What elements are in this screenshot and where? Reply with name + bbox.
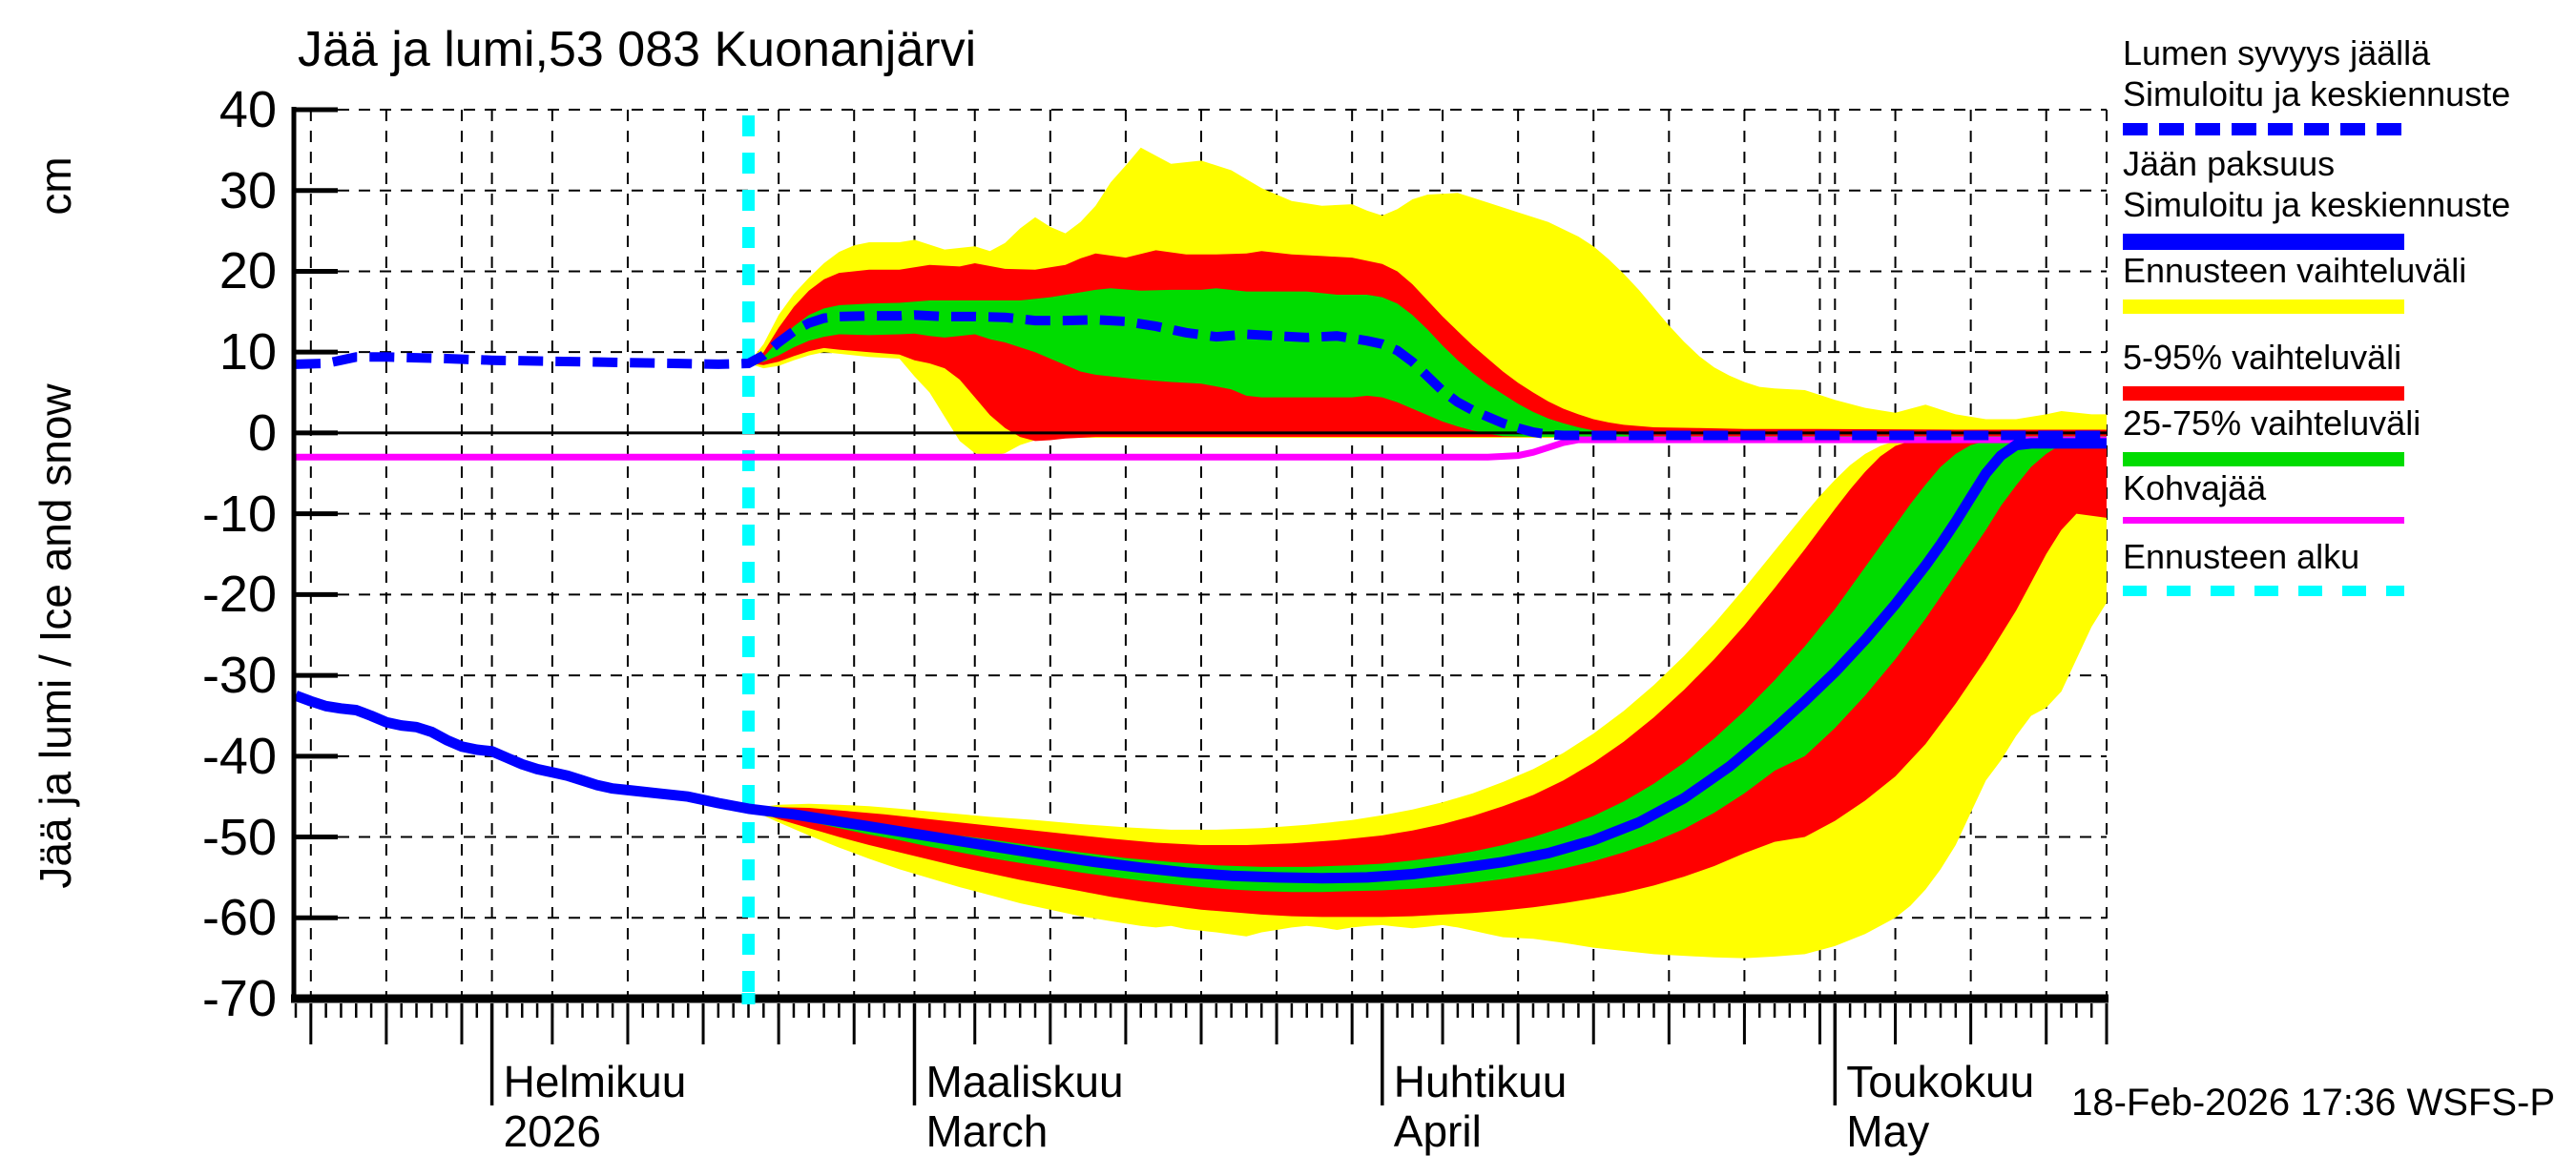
y-tick-label: 40 — [218, 81, 277, 138]
y-tick-label: -20 — [201, 566, 277, 624]
legend-label: Simuloitu ja keskiennuste — [2123, 185, 2511, 224]
y-tick-label: 10 — [218, 323, 277, 382]
legend-label: Ennusteen alku — [2123, 537, 2360, 576]
y-tick-label: 0 — [247, 403, 277, 462]
month-label: Toukokuu May — [1846, 1057, 2035, 1156]
timestamp: 18-Feb-2026 17:36 WSFS-P — [2071, 1082, 2555, 1124]
legend-entry-5-95-range: 5-95% vaihteluväli — [2123, 337, 2404, 401]
snow-depth-line — [295, 310, 2107, 441]
legend-entry-kohvajaa: Kohvajää — [2123, 467, 2404, 524]
legend-entry-ice-thickness: Jään paksuus Simuloitu ja keskiennuste — [2123, 143, 2510, 250]
legend-entry-forecast-range: Ennusteen vaihteluväli — [2123, 250, 2466, 314]
month-label: Maaliskuu March — [925, 1057, 1124, 1156]
legend-label: Jään paksuus — [2123, 144, 2336, 183]
legend-sample — [2123, 234, 2404, 250]
legend-label: 5-95% vaihteluväli — [2123, 338, 2402, 377]
y-tick-label: 20 — [218, 242, 277, 300]
legend-sample — [2123, 123, 2404, 135]
ice-thickness-line — [294, 438, 2107, 884]
legend-sample — [2123, 299, 2404, 314]
forecast-start-axis-marker — [741, 993, 756, 1004]
legend-label: Ennusteen vaihteluväli — [2123, 251, 2467, 290]
chart-title: Jää ja lumi,53 083 Kuonanjärvi — [298, 22, 977, 77]
kohvajaa-line — [296, 436, 2107, 461]
y-tick-label: -40 — [201, 727, 277, 785]
legend-sample — [2123, 517, 2404, 524]
snow-band-25-75 — [748, 288, 2107, 438]
legend-label: Kohvajää — [2123, 468, 2267, 507]
legend-entry-forecast-start: Ennusteen alku — [2123, 536, 2404, 596]
ice-band-5-95 — [748, 438, 2107, 918]
y-tick-label: 30 — [218, 161, 277, 219]
y-tick-label: -50 — [201, 808, 277, 866]
legend-entry-snow-depth: Lumen syvyys jäällä Simuloitu ja keskien… — [2123, 32, 2510, 135]
y-tick-label: -30 — [201, 647, 277, 705]
legend-sample — [2123, 586, 2404, 596]
legend-label: Lumen syvyys jäällä — [2123, 33, 2431, 72]
legend-label: 25-75% vaihteluväli — [2123, 403, 2421, 443]
legend-sample — [2123, 386, 2404, 401]
y-tick-label: -70 — [201, 970, 277, 1027]
month-label: Huhtikuu April — [1393, 1057, 1568, 1156]
y-axis-label: Jää ja lumi / Ice and snow — [31, 383, 80, 889]
legend-sample — [2123, 452, 2404, 466]
y-tick-label: -10 — [201, 485, 277, 543]
y-axis-unit-label: cm — [31, 156, 80, 216]
legend-label: Simuloitu ja keskiennuste — [2123, 74, 2511, 114]
y-tick-label: -60 — [201, 889, 277, 947]
legend-entry-25-75-range: 25-75% vaihteluväli — [2123, 403, 2420, 466]
month-label: Helmikuu 2026 — [503, 1057, 687, 1156]
